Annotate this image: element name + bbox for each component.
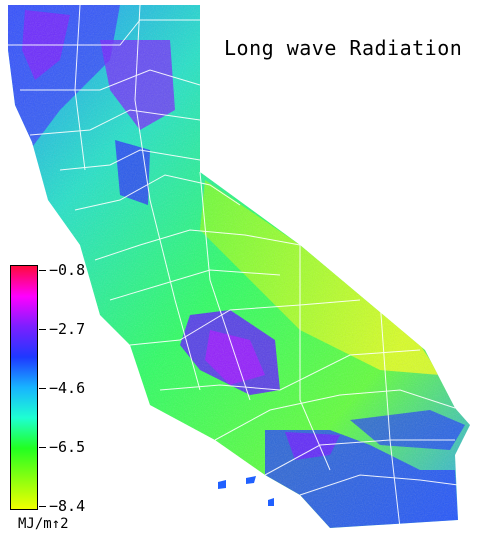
legend-tick bbox=[39, 270, 46, 271]
county-boundaries bbox=[8, 4, 459, 529]
legend-tick bbox=[39, 388, 46, 389]
legend-label-bottom: −8.4 bbox=[49, 497, 86, 515]
legend-label-2: −2.7 bbox=[49, 320, 86, 338]
legend-label-top: −0.8 bbox=[49, 261, 86, 279]
legend-label-3: −4.6 bbox=[49, 379, 86, 397]
legend-label-4: −6.5 bbox=[49, 438, 86, 456]
legend-tick bbox=[39, 447, 46, 448]
map-title: Long wave Radiation bbox=[224, 36, 463, 60]
color-scale-bar bbox=[10, 265, 38, 510]
legend-unit: MJ/m↑2 bbox=[18, 516, 69, 532]
legend-tick bbox=[39, 506, 46, 507]
legend-tick bbox=[39, 329, 46, 330]
channel-islands bbox=[218, 476, 274, 506]
